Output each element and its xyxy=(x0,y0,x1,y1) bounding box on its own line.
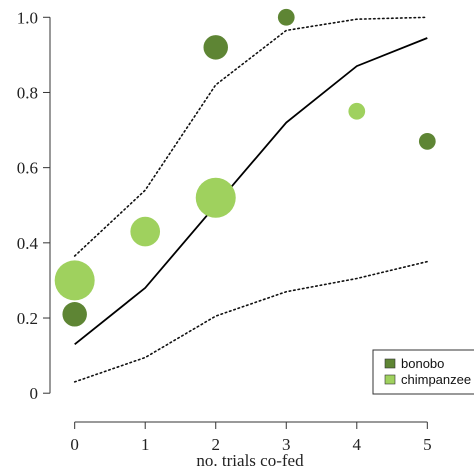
x-tick-label: 2 xyxy=(211,435,220,454)
y-tick-label: 0.8 xyxy=(17,83,38,102)
x-tick-label: 3 xyxy=(282,435,291,454)
data-point-chimpanzee xyxy=(130,216,161,247)
data-point-bonobo xyxy=(418,132,436,150)
data-point-chimpanzee xyxy=(348,102,366,120)
x-axis-title: no. trials co-fed xyxy=(196,451,304,470)
data-point-bonobo xyxy=(62,302,87,327)
ci-lower-line xyxy=(73,260,429,383)
data-point-chimpanzee xyxy=(195,177,236,218)
fit-line xyxy=(74,37,428,346)
data-point-bonobo xyxy=(277,8,295,26)
legend-swatch-bonobo xyxy=(384,358,396,369)
axes: 0 0.2 0.4 0.6 0.8 1.0 0 1 2 3 4 5 xyxy=(17,8,432,454)
y-tick-label: 0.2 xyxy=(17,309,38,328)
y-tick-label: 1.0 xyxy=(17,8,38,27)
y-tick-label: 0 xyxy=(30,384,39,403)
data-points xyxy=(54,8,436,327)
legend-label-bonobo: bonobo xyxy=(401,356,444,371)
ci-upper-line xyxy=(73,16,429,257)
x-tick-label: 1 xyxy=(141,435,150,454)
legend-box xyxy=(372,349,474,395)
data-point-chimpanzee xyxy=(54,260,95,301)
x-tick-label: 4 xyxy=(353,435,362,454)
fit-line-layer xyxy=(74,37,428,346)
y-tick-label: 0.4 xyxy=(17,234,39,253)
legend-label-chimpanzee: chimpanzee xyxy=(401,372,471,387)
legend: bonobo chimpanzee xyxy=(372,349,474,395)
confidence-interval xyxy=(73,16,429,383)
x-tick-label: 0 xyxy=(70,435,79,454)
data-point-bonobo xyxy=(203,35,228,60)
legend-swatch-chimpanzee xyxy=(384,374,396,385)
y-tick-label: 0.6 xyxy=(17,159,38,178)
x-tick-label: 5 xyxy=(423,435,432,454)
